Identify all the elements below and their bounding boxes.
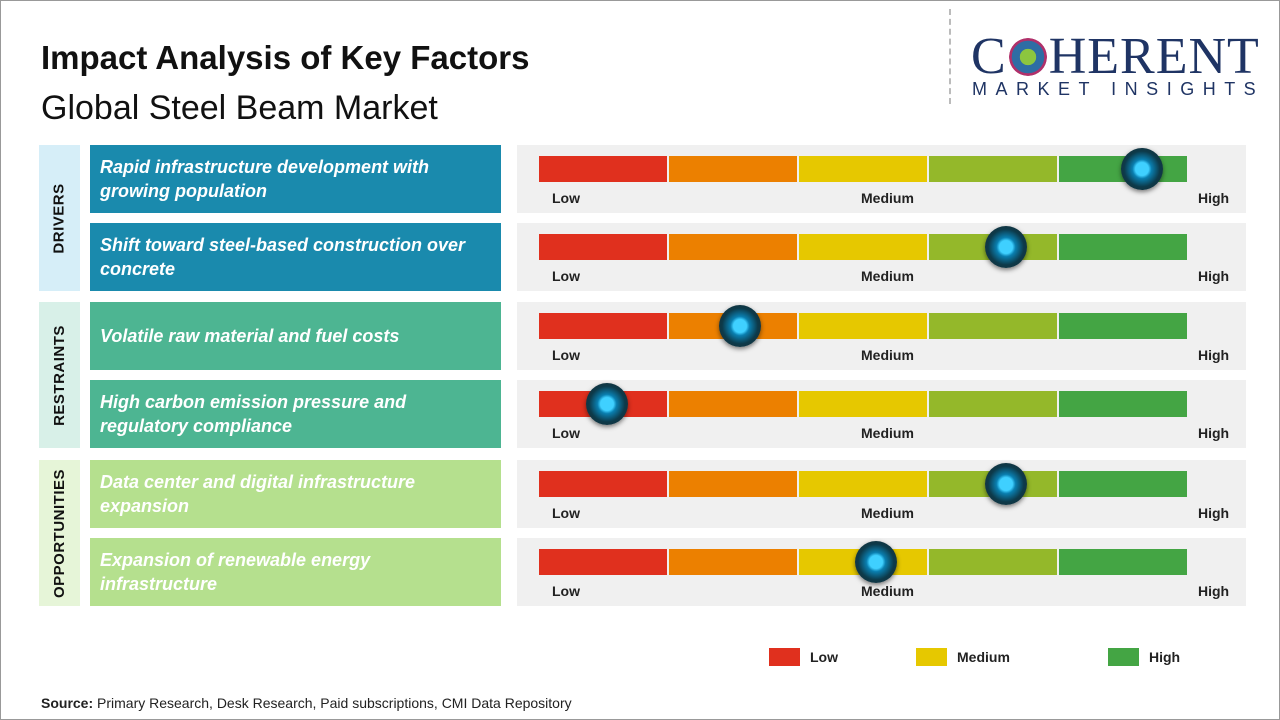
scale-high-label: High [1198, 190, 1230, 206]
scale-segment-low_mid [669, 471, 797, 497]
impact-scale-bar [539, 313, 1187, 339]
impact-gauge: Low Medium High [517, 460, 1246, 528]
scale-segment-medium [799, 313, 927, 339]
scale-low-label: Low [552, 347, 580, 363]
scale-segment-mid_high [929, 549, 1057, 575]
scale-segment-high [1059, 549, 1187, 575]
impact-gauge: Low Medium High [517, 223, 1246, 291]
factor-label: High carbon emission pressure and regula… [90, 380, 501, 448]
scale-high-label: High [1198, 425, 1230, 441]
scale-high-label: High [1198, 268, 1230, 284]
factor-label: Shift toward steel-based construction ov… [90, 223, 501, 291]
source-note: Source: Primary Research, Desk Research,… [41, 695, 572, 711]
impact-indicator-knob [854, 541, 897, 583]
scale-low-label: Low [552, 425, 580, 441]
scale-segment-medium [799, 234, 927, 260]
scale-segment-low [539, 156, 667, 182]
legend-label: Medium [957, 649, 1010, 665]
impact-indicator-knob [718, 305, 761, 347]
impact-indicator-knob [984, 226, 1027, 268]
legend-high: High [1108, 648, 1180, 666]
scale-medium-label: Medium [861, 268, 914, 284]
category-label: OPPORTUNITIES [51, 468, 69, 598]
source-label: Source: [41, 695, 94, 711]
scale-segment-mid_high [929, 156, 1057, 182]
factor-text: Volatile raw material and fuel costs [100, 326, 400, 346]
scale-segment-low_mid [669, 549, 797, 575]
scale-segment-mid_high [929, 313, 1057, 339]
factor-label: Rapid infrastructure development with gr… [90, 145, 501, 213]
impact-scale-bar [539, 156, 1187, 182]
scale-segment-low_mid [669, 156, 797, 182]
globe-icon [1008, 38, 1047, 77]
logo-text: C [971, 28, 1007, 85]
divider [949, 9, 951, 104]
legend-label: Low [810, 649, 838, 665]
impact-gauge: Low Medium High [517, 538, 1246, 606]
scale-high-label: High [1198, 347, 1230, 363]
category-opportunities: OPPORTUNITIES [39, 460, 80, 606]
factor-text: Rapid infrastructure development with gr… [100, 157, 430, 201]
scale-segment-low [539, 313, 667, 339]
legend-swatch [916, 648, 947, 666]
source-text: Primary Research, Desk Research, Paid su… [93, 695, 572, 711]
factor-label: Data center and digital infrastructure e… [90, 460, 501, 528]
impact-scale-bar [539, 234, 1187, 260]
impact-gauge: Low Medium High [517, 380, 1246, 448]
scale-segment-low_mid [669, 234, 797, 260]
scale-high-label: High [1198, 505, 1230, 521]
factor-text: High carbon emission pressure and regula… [100, 392, 407, 436]
legend-low: Low [769, 648, 838, 666]
scale-segment-medium [799, 156, 927, 182]
scale-segment-high [1059, 313, 1187, 339]
category-label: DRIVERS [51, 182, 68, 254]
scale-segment-high [1059, 471, 1187, 497]
scale-segment-low [539, 549, 667, 575]
category-restraints: RESTRAINTS [39, 302, 80, 448]
category-label: RESTRAINTS [51, 324, 68, 426]
legend-swatch [769, 648, 800, 666]
impact-gauge: Low Medium High [517, 302, 1246, 370]
page-title: Impact Analysis of Key Factors [41, 39, 530, 76]
logo-text: HERENT [1048, 28, 1260, 85]
scale-segment-low [539, 471, 667, 497]
scale-medium-label: Medium [861, 425, 914, 441]
factor-label: Volatile raw material and fuel costs [90, 302, 501, 370]
scale-medium-label: Medium [861, 583, 914, 599]
impact-scale-bar [539, 471, 1187, 497]
scale-medium-label: Medium [861, 190, 914, 206]
scale-segment-medium [799, 391, 927, 417]
scale-low-label: Low [552, 190, 580, 206]
scale-segment-high [1059, 234, 1187, 260]
scale-segment-high [1059, 391, 1187, 417]
scale-medium-label: Medium [861, 347, 914, 363]
legend-medium: Medium [916, 648, 1010, 666]
logo-tagline: MARKET INSIGHTS [972, 79, 1265, 99]
impact-indicator-knob [1120, 148, 1163, 190]
page-subtitle: Global Steel Beam Market [41, 89, 438, 127]
legend-label: High [1149, 649, 1181, 665]
scale-low-label: Low [552, 268, 580, 284]
scale-segment-low_mid [669, 391, 797, 417]
impact-indicator-knob [586, 383, 629, 425]
scale-high-label: High [1198, 583, 1230, 599]
factor-text: Expansion of renewable energy infrastruc… [100, 550, 371, 594]
factor-text: Shift toward steel-based construction ov… [100, 235, 466, 279]
scale-medium-label: Medium [861, 505, 914, 521]
legend-swatch [1108, 648, 1139, 666]
scale-segment-low [539, 234, 667, 260]
scale-low-label: Low [552, 583, 580, 599]
category-drivers: DRIVERS [39, 145, 80, 291]
scale-low-label: Low [552, 505, 580, 521]
impact-indicator-knob [984, 463, 1027, 505]
impact-gauge: Low Medium High [517, 145, 1246, 213]
scale-segment-medium [799, 471, 927, 497]
logo: C HERENT [971, 31, 1260, 84]
impact-scale-bar [539, 391, 1187, 417]
factor-text: Data center and digital infrastructure e… [100, 472, 416, 516]
scale-segment-mid_high [929, 391, 1057, 417]
factor-label: Expansion of renewable energy infrastruc… [90, 538, 501, 606]
